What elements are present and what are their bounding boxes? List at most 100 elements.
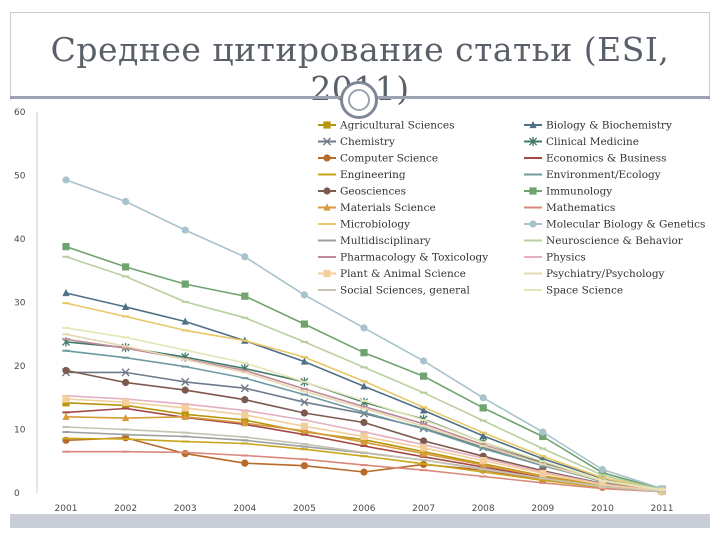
data-point — [598, 465, 607, 474]
legend-label: Geosciences — [340, 186, 406, 198]
legend-marker — [529, 120, 537, 129]
data-point — [360, 324, 368, 332]
x-tick-label: 2010 — [591, 504, 614, 514]
slide-title: Среднее цитирование статьи (ESI, 2011) — [50, 30, 670, 108]
data-point — [240, 384, 249, 393]
data-point — [300, 357, 308, 365]
data-point — [420, 372, 428, 380]
x-tick-label: 2011 — [651, 504, 674, 514]
legend-label: Molecular Biology & Genetics — [546, 219, 705, 231]
x-tick-label: 2002 — [114, 504, 137, 514]
circle-ornament-icon — [340, 81, 378, 119]
chart-bottom-bar — [10, 514, 710, 528]
legend-label: Plant & Animal Science — [340, 268, 466, 280]
series-line — [65, 292, 663, 491]
inner-ring — [348, 89, 370, 111]
x-tick-label: 2005 — [293, 504, 316, 514]
data-point — [241, 459, 249, 467]
data-point — [241, 292, 249, 300]
data-point — [360, 349, 368, 357]
data-point — [62, 176, 70, 184]
y-tick-label: 40 — [14, 235, 26, 245]
data-point — [241, 411, 249, 419]
legend-label: Physics — [546, 252, 586, 264]
legend-label: Materials Science — [340, 202, 436, 214]
legend-label: Immunology — [546, 186, 612, 198]
x-tick-label: 2007 — [412, 504, 435, 514]
legend-label: Multidisciplinary — [340, 235, 431, 247]
data-point — [181, 377, 190, 386]
data-point — [360, 432, 368, 441]
data-point — [241, 419, 249, 427]
data-point — [181, 317, 189, 325]
data-point — [300, 291, 308, 299]
data-point — [479, 431, 487, 439]
data-point — [122, 378, 130, 387]
legend-label: Mathematics — [546, 202, 615, 214]
legend-label: Space Science — [546, 285, 623, 297]
legend-label: Agricultural Sciences — [339, 120, 455, 132]
data-point — [122, 413, 130, 422]
data-point — [62, 399, 70, 407]
y-tick-label: 60 — [14, 108, 26, 118]
legend-label: Psychiatry/Psychology — [546, 268, 665, 280]
legend-label: Environment/Ecology — [546, 169, 661, 181]
data-point — [420, 406, 428, 414]
legend-label: Microbiology — [340, 219, 410, 231]
data-point — [360, 438, 368, 446]
data-point — [420, 449, 428, 457]
data-point — [300, 409, 308, 417]
data-point — [300, 426, 308, 434]
legend-label: Biology & Biochemistry — [546, 120, 672, 132]
y-tick-label: 0 — [14, 489, 20, 499]
legend-marker — [529, 220, 537, 228]
data-point — [479, 394, 487, 402]
data-point — [62, 243, 70, 251]
data-point — [181, 226, 189, 234]
y-tick-label: 20 — [14, 362, 26, 372]
x-tick-label: 2004 — [233, 504, 256, 514]
legend-label: Chemistry — [340, 136, 395, 148]
data-point — [479, 404, 487, 412]
legend-marker — [528, 136, 538, 147]
data-point — [360, 418, 368, 427]
data-point — [479, 457, 487, 465]
data-point — [122, 263, 130, 271]
legend-marker — [323, 269, 331, 278]
data-point — [122, 302, 130, 311]
data-point — [420, 357, 428, 365]
data-point — [598, 481, 606, 489]
data-point — [300, 422, 308, 430]
data-point — [300, 462, 308, 470]
legend-marker — [322, 137, 332, 146]
data-point — [300, 320, 308, 328]
y-tick-label: 30 — [14, 299, 26, 309]
data-point — [420, 437, 428, 445]
data-point — [181, 280, 189, 288]
data-point — [241, 396, 249, 404]
legend-label: Neuroscience & Behavior — [546, 235, 684, 247]
data-point — [420, 444, 428, 452]
data-point — [360, 382, 368, 390]
legend-label: Engineering — [340, 169, 406, 181]
legend-label: Pharmacology & Toxicology — [340, 252, 488, 264]
legend-marker — [323, 154, 331, 162]
x-tick-label: 2009 — [531, 504, 554, 514]
legend-label: Computer Science — [340, 153, 438, 165]
legend-marker — [323, 121, 331, 129]
y-tick-label: 50 — [14, 172, 26, 182]
data-point — [122, 398, 130, 406]
chart-panel — [10, 100, 710, 528]
data-point — [181, 412, 189, 420]
data-point — [181, 450, 189, 458]
x-tick-label: 2006 — [353, 504, 376, 514]
legend-label: Economics & Business — [546, 153, 667, 165]
data-point — [62, 288, 70, 297]
x-tick-label: 2008 — [472, 504, 495, 514]
data-point — [122, 197, 130, 206]
x-tick-label: 2001 — [55, 504, 78, 514]
data-point — [181, 404, 189, 412]
data-point — [241, 253, 249, 261]
data-point — [62, 366, 70, 375]
